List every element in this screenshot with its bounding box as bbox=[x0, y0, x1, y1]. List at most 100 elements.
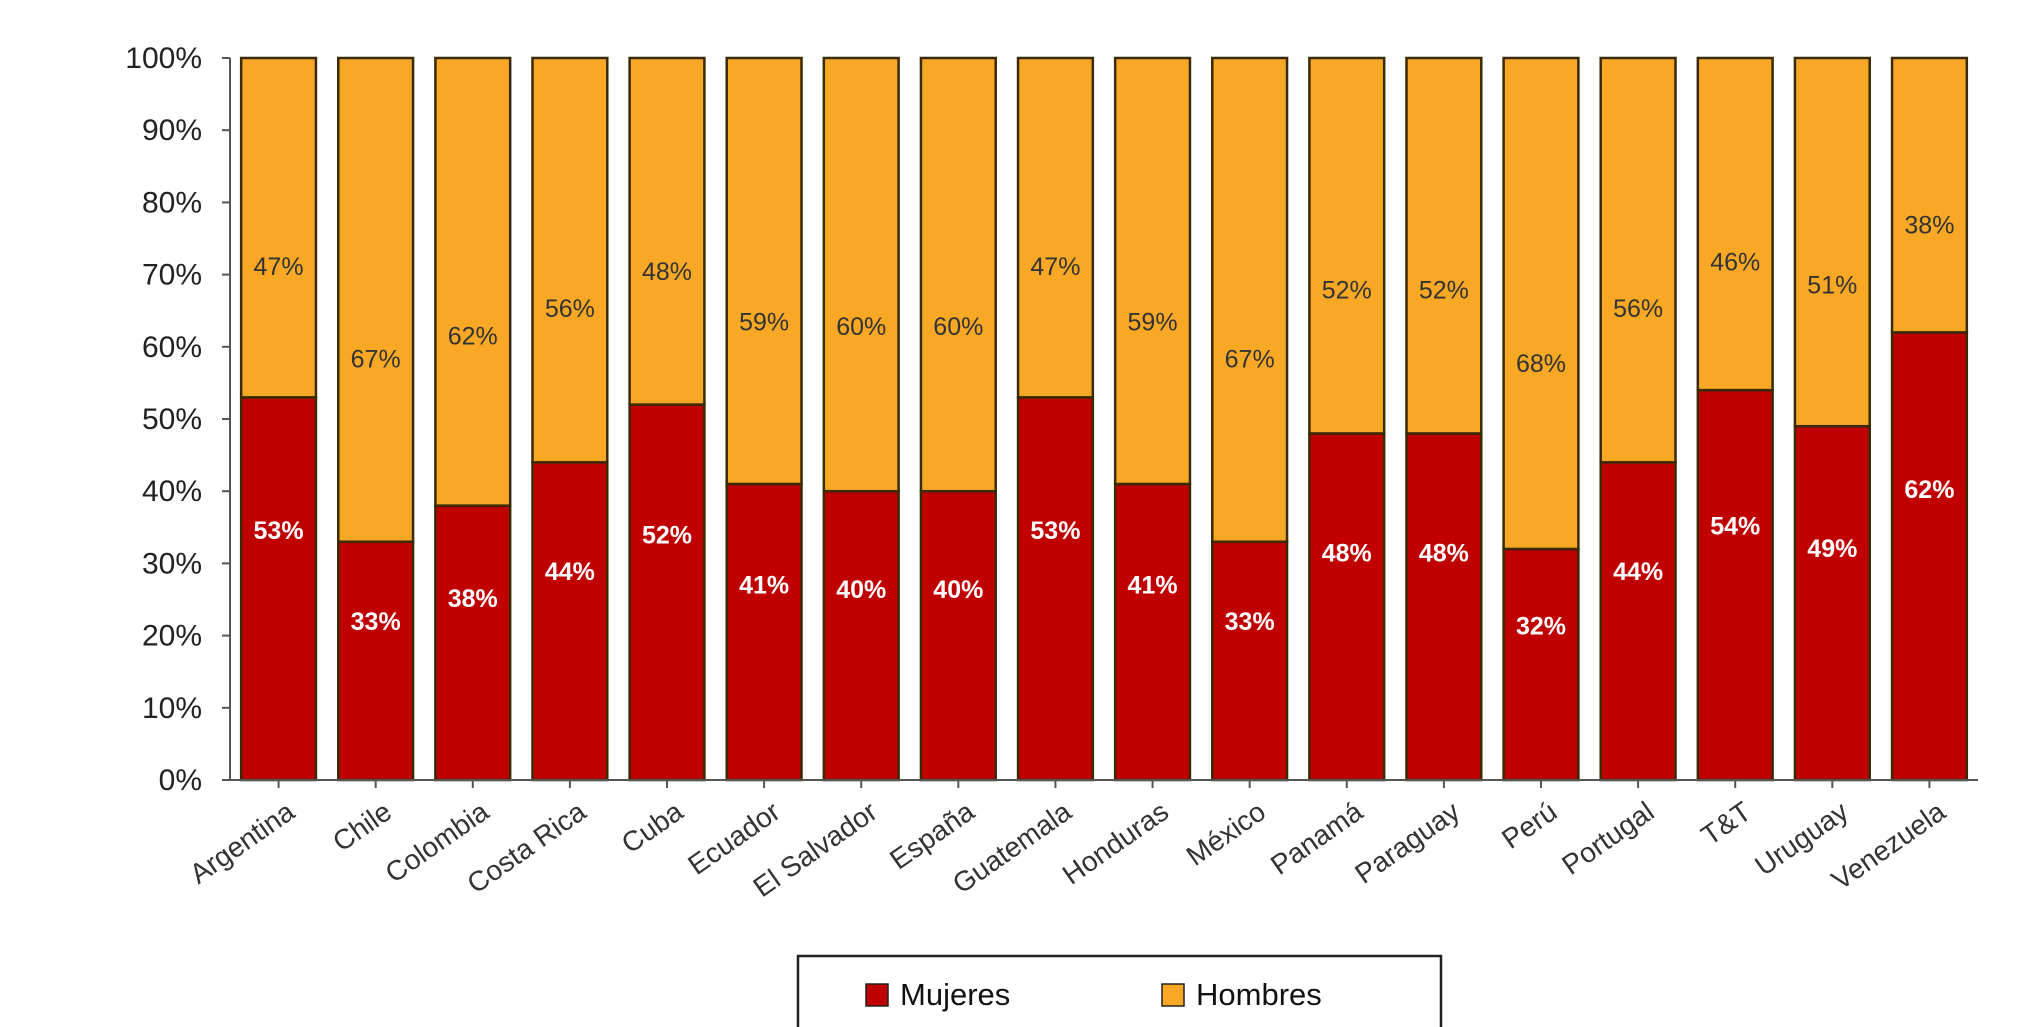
x-category-label: Honduras bbox=[1057, 796, 1174, 891]
bar-group: 40% 60% bbox=[822, 56, 900, 782]
data-label-mujeres: 49% bbox=[1807, 535, 1857, 563]
data-label-mujeres: 41% bbox=[739, 572, 789, 600]
y-tick-label: 30% bbox=[142, 547, 202, 580]
data-label-mujeres: 40% bbox=[836, 576, 886, 604]
bar-mujeres bbox=[1113, 482, 1192, 782]
bar-group: 41% 59% bbox=[1113, 56, 1192, 782]
data-label-hombres: 59% bbox=[1128, 309, 1178, 337]
bar-hombres bbox=[822, 56, 900, 493]
bar-hombres bbox=[1016, 56, 1095, 399]
x-category-label: Perú bbox=[1496, 796, 1562, 855]
y-tick-label: 60% bbox=[142, 331, 202, 364]
bar-group: 49% 51% bbox=[1793, 56, 1871, 782]
bar-mujeres bbox=[725, 482, 803, 782]
data-label-hombres: 67% bbox=[1225, 346, 1275, 374]
y-tick-label: 50% bbox=[142, 403, 202, 436]
bar-mujeres bbox=[337, 540, 415, 782]
bars: 53% 47% 33% 67% 38% 62% 44% 56% 52% 48% 41% 59% 40% 6… bbox=[239, 56, 1969, 782]
y-tick-label: 20% bbox=[142, 620, 202, 653]
bar-hombres bbox=[1113, 56, 1192, 486]
data-label-hombres: 38% bbox=[1904, 212, 1954, 240]
data-label-hombres: 47% bbox=[254, 253, 304, 281]
data-label-hombres: 60% bbox=[836, 313, 886, 341]
y-tick-label: 0% bbox=[159, 764, 202, 797]
bar-mujeres bbox=[1016, 396, 1095, 782]
data-label-hombres: 59% bbox=[739, 309, 789, 337]
bar-mujeres bbox=[628, 403, 706, 782]
bar-hombres bbox=[434, 56, 512, 507]
bar-mujeres bbox=[434, 504, 512, 782]
bar-hombres bbox=[1599, 56, 1677, 464]
bar-group: 41% 59% bbox=[725, 56, 803, 782]
data-label-hombres: 56% bbox=[1613, 295, 1663, 323]
bar-mujeres bbox=[919, 489, 997, 782]
bar-group: 53% 47% bbox=[1016, 56, 1095, 782]
data-label-hombres: 56% bbox=[545, 295, 595, 323]
bar-group: 62% 38% bbox=[1890, 56, 1969, 782]
y-tick-label: 80% bbox=[142, 186, 202, 219]
data-label-mujeres: 32% bbox=[1516, 612, 1566, 640]
legend: Mujeres Hombres bbox=[796, 954, 1443, 1027]
bar-hombres bbox=[919, 56, 997, 493]
data-label-mujeres: 44% bbox=[1613, 558, 1663, 586]
bar-mujeres bbox=[1793, 424, 1871, 782]
bar-mujeres bbox=[1502, 547, 1580, 782]
x-category-label: México bbox=[1181, 796, 1271, 872]
bar-mujeres bbox=[822, 489, 900, 782]
bar-hombres bbox=[337, 56, 415, 543]
bar-hombres bbox=[1308, 56, 1386, 435]
data-label-mujeres: 54% bbox=[1710, 512, 1760, 540]
bar-group: 33% 67% bbox=[1211, 56, 1289, 782]
bar-group: 48% 52% bbox=[1308, 56, 1386, 782]
bar-mujeres bbox=[531, 461, 609, 782]
legend-label-mujeres: Mujeres bbox=[900, 977, 1010, 1012]
y-axis: 0% 10% 20% 30% 40% 50% 60% 70% 80% 90% 100% bbox=[125, 42, 231, 797]
data-label-mujeres: 41% bbox=[1128, 572, 1178, 600]
bar-hombres bbox=[1502, 56, 1580, 551]
data-label-hombres: 62% bbox=[448, 322, 498, 350]
data-label-mujeres: 38% bbox=[448, 585, 498, 613]
data-label-hombres: 68% bbox=[1516, 350, 1566, 378]
legend-box bbox=[796, 954, 1443, 1027]
bar-mujeres bbox=[1599, 461, 1677, 782]
bar-mujeres bbox=[1696, 388, 1774, 782]
x-category-label: Cuba bbox=[616, 795, 689, 859]
y-tick-label: 40% bbox=[142, 475, 202, 508]
data-label-mujeres: 48% bbox=[1419, 540, 1469, 568]
bar-mujeres bbox=[1890, 331, 1969, 782]
data-label-hombres: 67% bbox=[351, 346, 401, 374]
data-label-mujeres: 53% bbox=[1030, 517, 1080, 545]
data-label-hombres: 52% bbox=[1419, 276, 1469, 304]
x-category-label: Chile bbox=[327, 796, 397, 858]
data-label-hombres: 46% bbox=[1710, 249, 1760, 277]
data-label-mujeres: 33% bbox=[1225, 608, 1275, 636]
bar-hombres bbox=[1696, 56, 1774, 392]
data-label-hombres: 48% bbox=[642, 258, 692, 286]
bar-hombres bbox=[1211, 56, 1289, 543]
x-category-label: Portugal bbox=[1556, 796, 1659, 881]
bar-hombres bbox=[531, 56, 609, 464]
bar-hombres bbox=[1405, 56, 1483, 435]
data-label-mujeres: 53% bbox=[254, 517, 304, 545]
bar-group: 44% 56% bbox=[1599, 56, 1677, 782]
data-label-mujeres: 62% bbox=[1904, 476, 1954, 504]
bar-group: 54% 46% bbox=[1696, 56, 1774, 782]
x-category-label: Paraguay bbox=[1349, 796, 1465, 890]
bar-hombres bbox=[239, 56, 318, 399]
bar-group: 52% 48% bbox=[628, 56, 706, 782]
bar-group: 38% 62% bbox=[434, 56, 512, 782]
y-tick-label: 100% bbox=[125, 42, 202, 75]
bar-hombres bbox=[1793, 56, 1871, 428]
y-tick-label: 90% bbox=[142, 114, 202, 147]
bar-group: 32% 68% bbox=[1502, 56, 1580, 782]
x-category-label: Argentina bbox=[184, 795, 300, 889]
bar-mujeres bbox=[239, 396, 318, 782]
data-label-mujeres: 48% bbox=[1322, 540, 1372, 568]
bar-hombres bbox=[628, 56, 706, 406]
data-label-hombres: 47% bbox=[1030, 253, 1080, 281]
bar-hombres bbox=[725, 56, 803, 486]
y-tick-label: 10% bbox=[142, 692, 202, 725]
bar-mujeres bbox=[1211, 540, 1289, 782]
